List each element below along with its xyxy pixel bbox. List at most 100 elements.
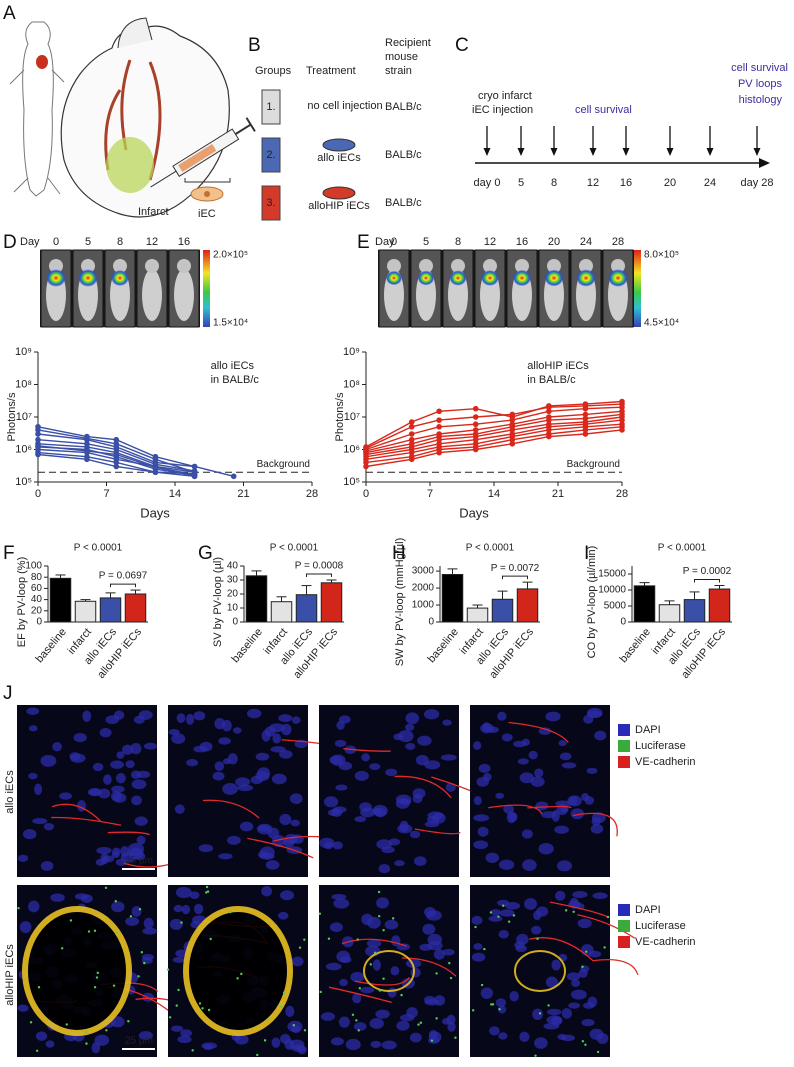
panel-letter: E [357,232,370,253]
nucleus [590,824,604,834]
nucleus [134,816,148,826]
nucleus [396,943,411,951]
nucleus [354,816,367,823]
nucleus [583,714,594,724]
nucleus [473,814,490,822]
nucleus [279,749,293,759]
series-line [37,433,234,477]
colorbar-label: 2.0×10⁵ [213,250,248,261]
scale-bar-label: 25 µm [125,856,153,867]
nucleus [291,716,301,724]
cell-icon [322,138,356,152]
signal [544,269,564,287]
luciferase-dot [129,915,133,918]
nucleus [186,759,199,767]
nucleus [172,956,186,963]
series-line [365,419,623,458]
nucleus [279,813,292,826]
nucleus [115,772,126,784]
nucleus [509,990,519,1002]
label: iEC [198,208,216,220]
nucleus [538,842,554,855]
nucleus [588,950,602,958]
luciferase-dot [17,906,20,910]
p-value: P < 0.0001 [270,543,319,554]
y-tick-label: 10⁶ [15,443,32,455]
luciferase-dot [564,909,568,912]
day-label: 8 [455,236,461,248]
series-line [365,400,623,448]
nucleus [334,739,347,748]
nucleus [111,851,120,859]
vessel-stain [202,799,260,819]
nucleus [329,755,343,765]
panel-letter: J [3,683,13,704]
data-point [619,404,625,411]
timeline-label: cell survival [731,62,788,74]
luciferase-dot [105,1029,108,1032]
luciferase-dot [282,991,286,994]
nucleus [111,785,125,794]
legend-swatch [618,920,630,932]
bar [708,588,731,623]
nucleus [17,854,29,862]
luciferase-dot [596,1050,600,1054]
data-point [436,408,442,415]
nucleus [186,713,195,725]
nucleus [338,761,353,771]
x-tick-label: 0 [35,488,41,500]
luciferase-dot [205,885,209,889]
nucleus [239,821,254,832]
luciferase-dot [491,1003,495,1006]
nucleus [498,859,515,870]
micrograph [470,705,618,877]
nucleus [43,822,55,831]
nucleus [354,770,369,781]
nucleus [472,741,482,750]
nucleus [390,966,400,976]
nucleus [193,711,206,721]
x-tick-label: 14 [169,488,181,500]
data-point [363,459,369,466]
data-point [509,411,516,418]
nucleus [572,890,588,899]
nucleus [522,859,537,871]
arrowhead [550,148,558,156]
y-tick-label: 20 [31,605,43,616]
column-header: mouse [385,51,418,63]
mouse-head [387,259,401,273]
y-tick-label: 10⁵ [15,476,32,488]
luciferase-dot [369,963,372,966]
luciferase-dot [166,968,170,971]
micrograph [318,885,459,1057]
colorbar [203,250,210,327]
signal [481,270,499,286]
nucleus [543,1022,560,1030]
bar [245,575,268,623]
luciferase-dot [378,914,381,918]
nucleus [556,803,568,816]
y-tick-label: 10⁹ [15,346,32,358]
treatment: allo iECs [317,152,361,164]
y-axis-label: SW by PV-loop (mmHg/µl) [394,538,406,667]
arrowhead [753,148,761,156]
nucleus [551,810,560,822]
nucleus [96,846,112,855]
nucleus [131,906,142,917]
bar [124,593,147,623]
x-tick-label: 14 [488,488,500,500]
annotation: in BALB/c [527,374,576,386]
luciferase-dot [377,890,381,894]
vessel-stain [328,986,392,1004]
nucleus [190,921,201,929]
nucleus [428,1030,438,1039]
y-tick-label: 40 [227,561,239,572]
nucleus [125,916,140,926]
panel-letter: A [3,3,16,24]
nucleus [528,750,538,760]
mouse-body [142,269,162,321]
data-point [408,423,415,430]
nucleus [378,863,391,874]
nucleus [473,943,483,950]
annotation: allo iECs [211,360,255,372]
